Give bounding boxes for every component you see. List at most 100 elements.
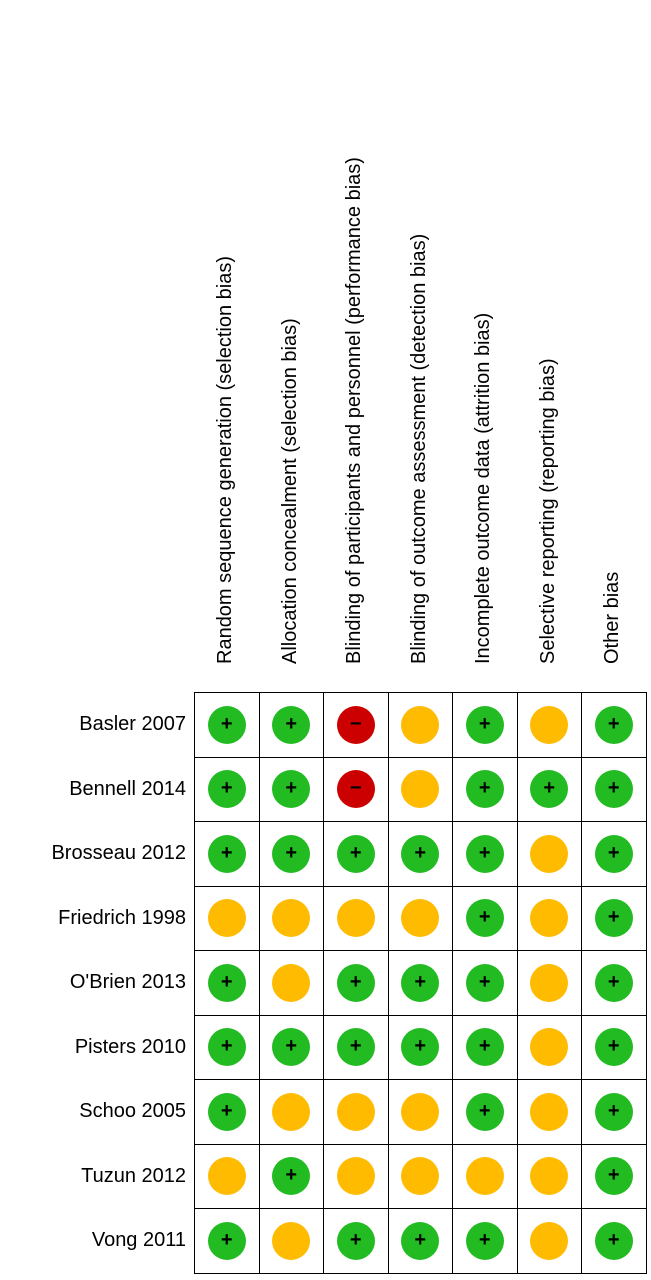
rating-cell: + xyxy=(516,756,582,822)
rating-cell: + xyxy=(194,1014,260,1080)
rating-cell xyxy=(323,885,389,951)
low-risk-icon: + xyxy=(272,1157,311,1196)
rating-cell xyxy=(258,1079,324,1145)
unclear-risk-icon xyxy=(272,1221,311,1260)
low-risk-icon: + xyxy=(594,1092,633,1131)
rating-symbol: + xyxy=(349,1228,362,1251)
rating-symbol: + xyxy=(607,1228,620,1251)
low-risk-icon: + xyxy=(465,899,504,938)
study-label: Tuzun 2012 xyxy=(81,1164,186,1187)
low-risk-icon: + xyxy=(465,1221,504,1260)
rating-cell: + xyxy=(387,821,453,887)
low-risk-icon: + xyxy=(336,834,375,873)
unclear-risk-icon xyxy=(530,1221,569,1260)
low-risk-icon: + xyxy=(465,1092,504,1131)
study-label: Brosseau 2012 xyxy=(51,842,186,864)
low-risk-icon: + xyxy=(465,963,504,1002)
rating-symbol: + xyxy=(285,777,298,800)
unclear-risk-icon xyxy=(401,1092,440,1131)
low-risk-icon: + xyxy=(594,834,633,873)
rating-cell xyxy=(387,756,453,822)
unclear-risk-icon xyxy=(530,834,569,873)
column-header: Allocation concealment (selection bias) xyxy=(259,0,323,690)
low-risk-icon: + xyxy=(465,705,504,744)
unclear-risk-icon xyxy=(272,963,311,1002)
low-risk-icon: + xyxy=(401,963,440,1002)
rating-cell xyxy=(258,950,324,1016)
rating-cell: + xyxy=(194,1208,260,1274)
rating-symbol: + xyxy=(220,712,233,735)
rating-symbol: + xyxy=(220,1099,233,1122)
rating-cell xyxy=(387,885,453,951)
low-risk-icon: + xyxy=(207,1221,246,1260)
rating-symbol: + xyxy=(414,970,427,993)
rating-symbol: + xyxy=(478,1228,491,1251)
rating-cell: + xyxy=(581,1208,647,1274)
unclear-risk-icon xyxy=(272,1092,311,1131)
low-risk-icon: + xyxy=(594,1221,633,1260)
rating-cell: − xyxy=(323,756,389,822)
rating-cell: + xyxy=(323,821,389,887)
column-header-label: Blinding of participants and personnel (… xyxy=(343,157,365,664)
rating-cell xyxy=(387,1143,453,1209)
study-label: Bennell 2014 xyxy=(69,777,186,800)
rating-symbol: + xyxy=(478,712,491,735)
rating-symbol: + xyxy=(478,1035,491,1058)
study-label: Friedrich 1998 xyxy=(58,906,186,929)
rating-cell xyxy=(516,1079,582,1145)
rating-cell: + xyxy=(452,756,518,822)
rating-cell xyxy=(516,821,582,887)
study-row: Vong 2011 + + + + + xyxy=(0,1208,651,1274)
rating-cell xyxy=(516,1208,582,1274)
low-risk-icon: + xyxy=(465,834,504,873)
low-risk-icon: + xyxy=(401,1028,440,1067)
rating-symbol: + xyxy=(607,1035,620,1058)
rating-symbol: + xyxy=(285,841,298,864)
low-risk-icon: + xyxy=(594,963,633,1002)
rating-symbol: + xyxy=(478,777,491,800)
column-header-label: Blinding of outcome assessment (detectio… xyxy=(407,233,430,664)
study-label: Pisters 2010 xyxy=(74,1035,186,1058)
rating-cell: + xyxy=(581,1079,647,1145)
low-risk-icon: + xyxy=(207,963,246,1002)
rating-symbol: + xyxy=(285,712,298,735)
rating-cell xyxy=(452,1143,518,1209)
rating-cell: + xyxy=(194,950,260,1016)
risk-of-bias-grid: Basler 2007 + + − + + Bennell 2014 + + − + + + Brosse… xyxy=(0,692,651,1278)
unclear-risk-icon xyxy=(530,899,569,938)
rating-cell: + xyxy=(581,1014,647,1080)
rating-cell: + xyxy=(323,1208,389,1274)
rating-symbol: + xyxy=(349,970,362,993)
low-risk-icon: + xyxy=(272,1028,311,1067)
low-risk-icon: + xyxy=(594,899,633,938)
rating-symbol: + xyxy=(478,1099,491,1122)
low-risk-icon: + xyxy=(207,1092,246,1131)
rating-symbol: + xyxy=(478,906,491,929)
rating-symbol: + xyxy=(220,841,233,864)
low-risk-icon: + xyxy=(207,834,246,873)
unclear-risk-icon xyxy=(272,899,311,938)
rating-cell xyxy=(258,885,324,951)
rating-symbol: + xyxy=(220,970,233,993)
rating-symbol: + xyxy=(607,1164,620,1187)
column-header-label: Other bias xyxy=(601,571,623,664)
unclear-risk-icon xyxy=(401,1157,440,1196)
rating-cell: + xyxy=(452,1208,518,1274)
rating-symbol: + xyxy=(607,906,620,929)
rating-cell xyxy=(258,1208,324,1274)
rating-cell: + xyxy=(581,950,647,1016)
unclear-risk-icon xyxy=(465,1157,504,1196)
rating-cell xyxy=(194,1143,260,1209)
high-risk-icon: − xyxy=(336,770,375,809)
unclear-risk-icon xyxy=(530,705,569,744)
study-row: Tuzun 2012 + + xyxy=(0,1143,651,1209)
study-label: Basler 2007 xyxy=(79,713,186,735)
rating-symbol: + xyxy=(220,777,233,800)
low-risk-icon: + xyxy=(272,770,311,809)
rating-symbol: + xyxy=(607,1099,620,1122)
rating-cell: + xyxy=(452,1014,518,1080)
column-header: Other bias xyxy=(581,0,645,690)
study-row: Basler 2007 + + − + + xyxy=(0,692,651,758)
rating-cell: + xyxy=(194,692,260,758)
rating-cell: + xyxy=(452,885,518,951)
